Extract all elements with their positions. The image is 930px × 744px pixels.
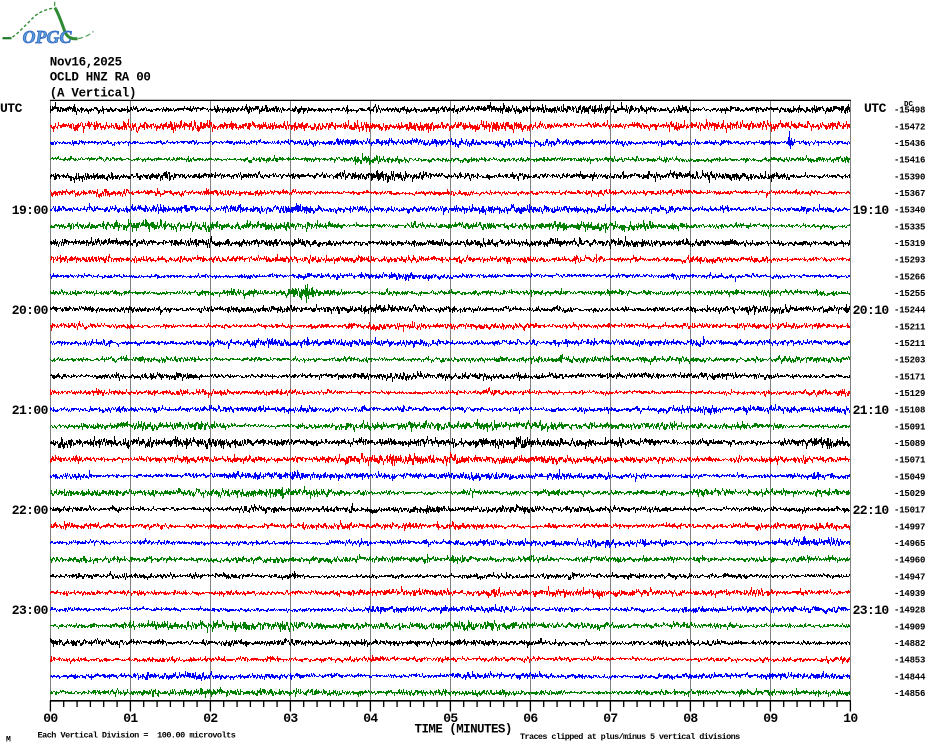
svg-text:-15203: -15203 [894,356,925,366]
svg-text:TIME (MINUTES): TIME (MINUTES) [415,723,512,737]
svg-text:-15129: -15129 [894,389,925,399]
svg-text:-15108: -15108 [894,406,925,416]
svg-text:05: 05 [443,711,458,726]
svg-text:-15255: -15255 [894,289,925,299]
svg-text:UTC: UTC [0,101,23,116]
svg-text:-15244: -15244 [894,306,926,316]
svg-text:10: 10 [843,711,858,726]
svg-text:Nov16,2025: Nov16,2025 [50,55,122,69]
svg-text:03: 03 [283,711,298,726]
svg-text:-14853: -14853 [894,656,925,666]
svg-text:-15498: -15498 [894,106,925,116]
svg-text:19:00: 19:00 [12,203,49,218]
svg-text:01: 01 [123,711,138,726]
svg-text:(A Vertical): (A Vertical) [50,86,136,100]
svg-text:08: 08 [683,711,698,726]
svg-text:-14965: -14965 [894,539,925,549]
svg-text:00: 00 [43,711,58,726]
svg-text:-15171: -15171 [894,372,926,382]
svg-text:-14844: -14844 [894,672,926,682]
svg-text:-15340: -15340 [894,206,925,216]
svg-text:02: 02 [203,711,218,726]
svg-text:-15390: -15390 [894,172,925,182]
svg-text:-15293: -15293 [894,256,925,266]
svg-text:-14947: -14947 [894,572,925,582]
svg-text:-15071: -15071 [894,456,926,466]
svg-text:-14997: -14997 [894,522,925,532]
svg-text:23:10: 23:10 [853,603,890,618]
svg-text:Traces clipped at plus/minus 5: Traces clipped at plus/minus 5 vertical … [520,732,740,742]
svg-text:20:10: 20:10 [853,303,890,318]
svg-text:04: 04 [363,711,378,726]
svg-text:-14960: -14960 [894,556,925,566]
svg-text:-15436: -15436 [894,139,925,149]
svg-text:21:10: 21:10 [853,403,890,418]
svg-text:-14882: -14882 [894,639,925,649]
svg-text:UTC: UTC [864,101,887,116]
svg-text:21:00: 21:00 [12,403,49,418]
svg-text:-15091: -15091 [894,422,926,432]
svg-text:-15335: -15335 [894,222,925,232]
svg-text:OPGC: OPGC [23,27,73,47]
svg-text:-15049: -15049 [894,472,925,482]
svg-text:-15029: -15029 [894,489,925,499]
svg-text:20:00: 20:00 [12,303,49,318]
svg-text:22:10: 22:10 [853,503,890,518]
svg-text:OCLD HNZ RA 00: OCLD HNZ RA 00 [50,71,151,85]
svg-text:-15017: -15017 [894,506,925,516]
svg-text:07: 07 [603,711,617,726]
svg-text:09: 09 [763,711,778,726]
svg-text:-15211: -15211 [894,322,926,332]
svg-text:22:00: 22:00 [12,503,49,518]
svg-text:23:00: 23:00 [12,603,49,618]
svg-text:-15472: -15472 [894,122,925,132]
svg-text:-15211: -15211 [894,339,926,349]
svg-text:M: M [6,736,11,744]
svg-text:-15416: -15416 [894,156,925,166]
svg-text:-14856: -14856 [894,689,925,699]
svg-text:-14928: -14928 [894,606,925,616]
svg-text:06: 06 [523,711,538,726]
svg-text:-15319: -15319 [894,239,925,249]
svg-text:-15089: -15089 [894,439,925,449]
svg-text:19:10: 19:10 [853,203,890,218]
svg-text:-14939: -14939 [894,589,925,599]
svg-text:Each Vertical Division = 100.: Each Vertical Division = 100.00 microvol… [38,730,236,740]
svg-text:-15367: -15367 [894,189,925,199]
svg-text:DC: DC [904,101,914,109]
svg-text:-15266: -15266 [894,272,925,282]
svg-text:-14909: -14909 [894,622,925,632]
